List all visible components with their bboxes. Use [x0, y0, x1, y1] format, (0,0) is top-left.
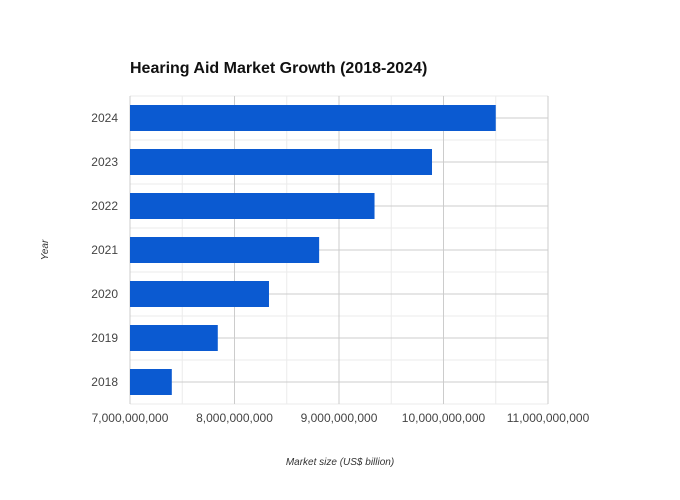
bar-2021: [130, 237, 320, 263]
x-axis-label: Market size (US$ billion): [286, 457, 394, 468]
y-tick-label: 2024: [91, 111, 118, 125]
y-tick-label: 2022: [91, 199, 118, 213]
y-tick-label: 2018: [91, 375, 118, 389]
y-axis-label: Year: [40, 239, 51, 260]
x-tick-label: 9,000,000,000: [301, 411, 378, 425]
y-tick-label: 2020: [91, 287, 118, 301]
bar-2024: [130, 105, 496, 131]
x-tick-label: 7,000,000,000: [92, 411, 169, 425]
bar-2020: [130, 281, 269, 307]
bar-2018: [130, 369, 172, 395]
chart-title: Hearing Aid Market Growth (2018-2024): [130, 60, 427, 77]
bar-2023: [130, 149, 433, 175]
x-tick-label: 10,000,000,000: [402, 411, 486, 425]
x-tick-label: 11,000,000,000: [507, 411, 590, 425]
bar-2019: [130, 325, 218, 351]
x-tick-label: 8,000,000,000: [196, 411, 273, 425]
y-tick-label: 2021: [91, 243, 118, 257]
y-tick-labels: 2018 2019 2020 2021 2022 2023 2024: [91, 111, 118, 389]
y-tick-label: 2023: [91, 155, 118, 169]
bar-2022: [130, 193, 375, 219]
x-tick-labels: 7,000,000,000 8,000,000,000 9,000,000,000 1…: [92, 411, 590, 425]
y-tick-label: 2019: [91, 331, 118, 345]
bars-group: [130, 105, 496, 395]
